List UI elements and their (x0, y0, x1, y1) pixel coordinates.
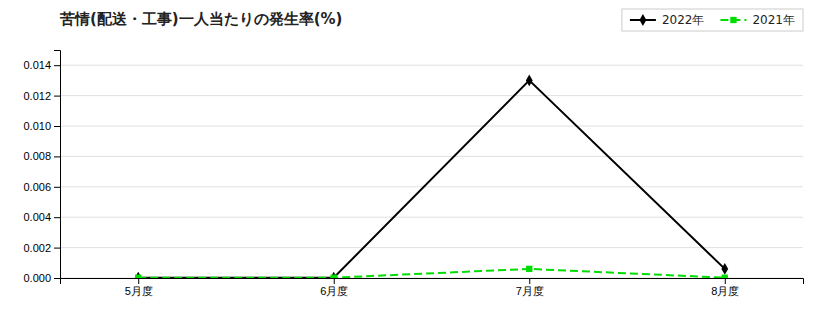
plot-area (135, 75, 728, 278)
legend-label: 2021年 (752, 13, 795, 27)
tick-label: 0.002 (23, 242, 51, 254)
tick-label: 0.006 (23, 181, 51, 193)
tick: 0.008 (23, 150, 60, 162)
tick-mark (54, 126, 60, 127)
marker (330, 272, 337, 278)
tick-mark (54, 65, 60, 66)
marker (722, 275, 728, 278)
tick-label: 5月度 (125, 285, 153, 297)
grid (60, 65, 803, 278)
tick: 6月度 (320, 278, 348, 297)
x-axis: 5月度 6月度 7月度 8月度 (61, 278, 804, 297)
grid-line (60, 217, 803, 218)
tick-mark (54, 156, 60, 157)
tick: 0.014 (23, 59, 60, 71)
marker (526, 266, 532, 272)
tick: 0.010 (23, 120, 60, 132)
grid-line (60, 186, 803, 187)
tick-label: 0.014 (23, 59, 51, 71)
legend-marker (640, 14, 647, 26)
title: 苦情(配送・工事)一人当たりの発生率(%) (59, 10, 342, 28)
tick: 7月度 (516, 278, 544, 297)
grid-line (60, 65, 803, 66)
axis-line (61, 279, 804, 285)
legend-item: 2021年 (720, 13, 795, 27)
tick-label: 0.012 (23, 90, 51, 102)
tick-mark (54, 96, 60, 97)
tick-label: 8月度 (711, 285, 739, 297)
tick: 5月度 (125, 278, 153, 297)
marker (331, 275, 337, 278)
y-axis: 0.000 0.002 0.004 0.006 0.008 0.010 0.012 0.014 (23, 51, 60, 285)
tick: 0.000 (23, 272, 60, 284)
legend: 2022年 2021年 (622, 9, 803, 31)
legend-item: 2022年 (630, 13, 705, 27)
tick-mark (529, 278, 530, 284)
tick-label: 0.000 (23, 272, 51, 284)
marker (135, 272, 142, 278)
grid-line (60, 156, 803, 157)
marker (721, 263, 728, 275)
axis-line (54, 51, 61, 279)
tick-label: 6月度 (320, 285, 348, 297)
tick-mark (54, 278, 60, 279)
tick-mark (138, 278, 139, 284)
legend-frame (622, 9, 803, 31)
tick-label: 7月度 (516, 285, 544, 297)
tick: 0.004 (23, 211, 60, 223)
marker (135, 275, 141, 278)
tick: 8月度 (711, 278, 739, 297)
marker (526, 75, 533, 87)
tick-mark (54, 248, 60, 249)
legend-label: 2022年 (662, 13, 705, 27)
tick-label: 0.004 (23, 211, 51, 223)
tick: 0.002 (23, 242, 60, 254)
grid-line (60, 247, 803, 248)
tick-mark (54, 187, 60, 188)
tick: 0.012 (23, 90, 60, 102)
series-line (138, 269, 725, 278)
tick-mark (334, 278, 335, 284)
tick-label: 0.008 (23, 150, 51, 162)
tick-mark (725, 278, 726, 284)
legend-marker (730, 17, 736, 23)
tick-mark (54, 217, 60, 218)
grid-line (60, 95, 803, 96)
tick: 0.006 (23, 181, 60, 193)
series-line (138, 80, 725, 277)
grid-line (60, 126, 803, 127)
chart: 苦情(配送・工事)一人当たりの発生率(%)0.0000.0020.0040.00… (0, 0, 827, 310)
tick-label: 0.010 (23, 120, 51, 132)
